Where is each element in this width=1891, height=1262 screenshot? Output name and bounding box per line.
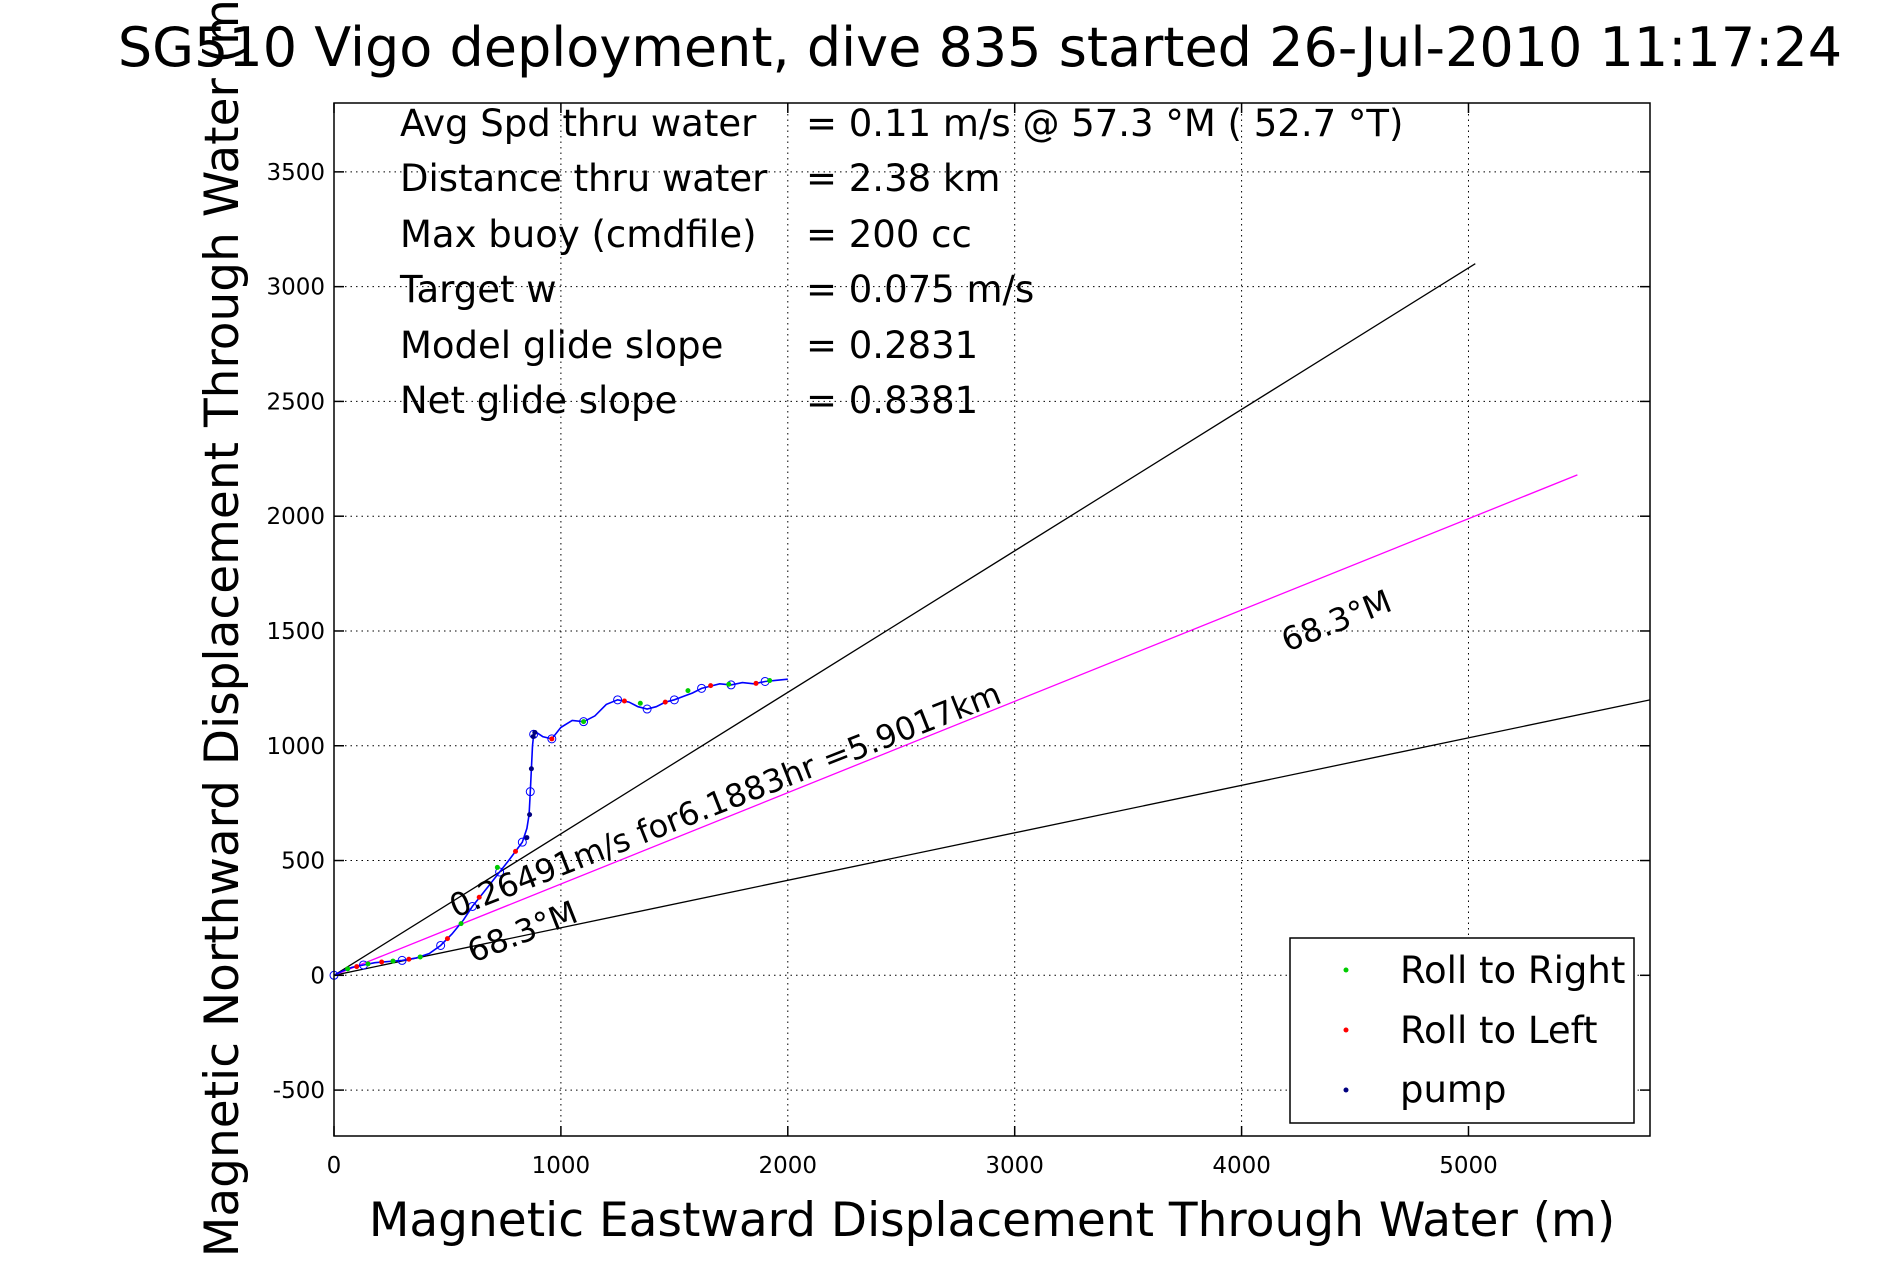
marker-roll_left [476,894,482,900]
x-tick-label: 3000 [985,1153,1044,1179]
legend-marker-roll-left [1343,1027,1349,1033]
track-point [467,901,477,911]
track-point [525,787,535,797]
marker-roll_left [513,848,519,854]
marker-roll_right [345,966,351,972]
info-block: Avg Spd thru water = 0.11 m/s @ 57.3 °M … [399,102,1403,422]
info-target-w-label: Target w [399,268,557,311]
chart-title: SG510 Vigo deployment, dive 835 started … [118,16,1842,79]
marker-roll_right [685,688,691,694]
marker-pump [528,766,534,772]
marker-roll_left [621,698,627,704]
marker-roll_left [444,936,450,942]
marker-pump [524,835,530,841]
reference-line-lower-bound [333,699,1651,976]
reference-lines [333,263,1651,976]
track-point [669,695,679,705]
plot-frame [333,102,1651,1137]
y-tick-label: 2000 [266,504,325,530]
marker-roll_right [581,719,587,725]
marker-pump [527,812,533,818]
info-avg-speed-label: Avg Spd thru water [400,102,757,145]
marker-roll_right [390,958,396,964]
track-point [547,734,557,744]
marker-roll_left [708,683,714,689]
track-point [642,704,652,714]
info-max-buoy-value: = 200 cc [806,213,972,256]
info-target-w-value: = 0.075 m/s [806,268,1034,311]
marker-roll_right [637,700,643,706]
legend-marker-roll-right [1343,967,1349,973]
info-model-glide-label: Model glide slope [400,324,723,367]
marker-roll_left [354,964,360,970]
marker-roll_right [417,954,423,960]
y-tick-label: 3000 [266,275,325,301]
marker-roll_left [662,699,668,705]
x-tick-label: 2000 [759,1153,818,1179]
reference-line-upper-bound [333,263,1476,976]
track-point [579,717,589,727]
x-tick-labels: 0 1000 2000 3000 4000 5000 [327,103,1498,1179]
track-point [517,837,527,847]
marker-roll_right [726,681,732,687]
y-tick-label: 0 [310,963,325,989]
info-distance-value: = 2.38 km [806,157,1000,200]
x-tick-label: 5000 [1439,1153,1498,1179]
y-tick-label: 1500 [266,619,325,645]
track-point [613,695,623,705]
marker-roll_left [549,736,555,742]
marker-roll_right [365,961,371,967]
reference-line-current [333,474,1578,976]
y-tick-label: 3500 [266,160,325,186]
y-tick-label: 500 [281,849,325,875]
track-point [436,940,446,950]
legend-label-roll-right: Roll to Right [1400,949,1625,992]
marker-roll_right [494,864,500,870]
track-point [397,955,407,965]
x-tick-label: 1000 [532,1153,591,1179]
y-tick-label: -500 [273,1078,325,1104]
y-tick-label: 2500 [266,389,325,415]
legend-label-roll-left: Roll to Left [1400,1009,1598,1052]
marker-roll_left [406,956,412,962]
info-model-glide-value: = 0.2831 [806,324,978,367]
info-net-glide-label: Net glide slope [400,379,677,422]
info-max-buoy-label: Max buoy (cmdfile) [400,213,757,256]
marker-roll_left [753,680,759,686]
y-tick-labels: -500 0 500 1000 1500 2000 2500 3000 3500 [266,160,1650,1104]
info-net-glide-value: = 0.8381 [806,379,978,422]
marker-pump [530,734,536,740]
marker-roll_left [379,959,385,965]
series-markers [345,678,773,972]
info-distance-label: Distance thru water [400,157,768,200]
legend-label-pump: pump [1400,1068,1506,1111]
marker-pump [532,729,538,735]
marker-roll_right [767,678,773,684]
y-axis-label: Magnetic Northward Displacement Through … [195,0,250,1257]
x-axis-label: Magnetic Eastward Displacement Through W… [369,1193,1615,1248]
x-tick-label: 0 [327,1153,342,1179]
x-tick-label: 4000 [1212,1153,1271,1179]
legend: Roll to Right Roll to Left pump [1289,937,1635,1124]
track-point [697,683,707,693]
marker-roll_right [458,921,464,927]
info-avg-speed-value: = 0.11 m/s @ 57.3 °M ( 52.7 °T) [806,102,1403,145]
y-tick-label: 1000 [266,734,325,760]
legend-marker-pump [1343,1087,1349,1093]
